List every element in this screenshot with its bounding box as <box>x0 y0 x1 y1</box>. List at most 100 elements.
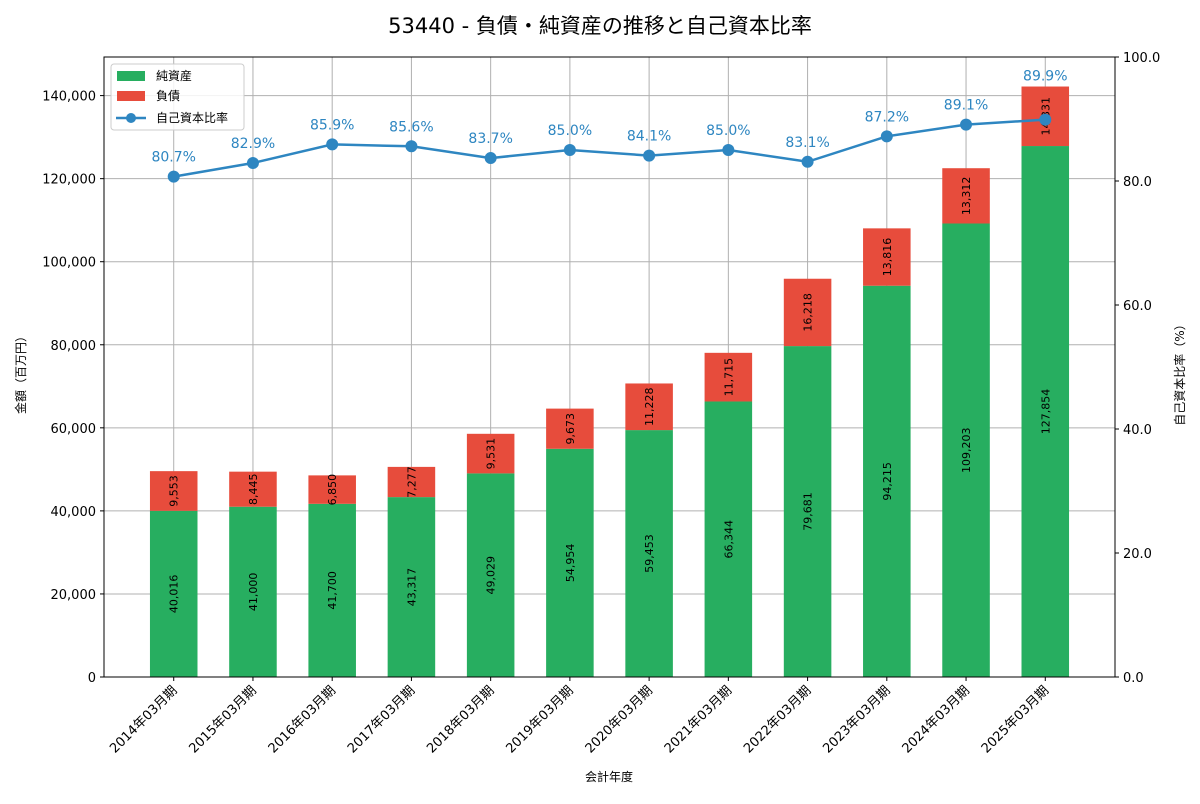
bar-label-liabilities: 7,277 <box>405 466 418 498</box>
plot-frame <box>103 56 1116 678</box>
bar-label-equity: 109,203 <box>960 427 973 473</box>
bar-liabilities <box>625 383 673 431</box>
legend-label-equity: 純資産 <box>156 68 192 83</box>
ratio-line <box>173 118 1046 178</box>
ratio-label: 85.6% <box>389 119 433 135</box>
bar-equity <box>625 430 673 677</box>
x-axis-label: 会計年度 <box>585 769 633 784</box>
y2-tick-label: 100.0 <box>1123 51 1160 66</box>
ratio-point <box>960 118 973 131</box>
bar-liabilities <box>783 278 832 347</box>
ratio-point <box>484 152 497 165</box>
bar-label-equity: 127,854 <box>1039 389 1052 435</box>
bar-label-equity: 66,344 <box>722 520 735 559</box>
ratio-point <box>167 170 180 183</box>
x-tick-label: 2014年03月期 <box>107 683 180 756</box>
y-tick-label: 140,000 <box>42 90 96 105</box>
ratio-label: 87.2% <box>865 109 909 125</box>
bar-liabilities <box>308 475 356 504</box>
ratio-label: 89.1% <box>944 98 988 114</box>
ratio-point <box>326 138 339 151</box>
y-tick-label: 80,000 <box>51 339 97 354</box>
y-tick-label: 0 <box>88 671 96 686</box>
bar-label-equity: 54,954 <box>564 544 577 583</box>
bar-liabilities <box>229 471 277 507</box>
ratio-label: 83.1% <box>785 135 829 151</box>
legend-label-ratio: 自己資本比率 <box>156 110 228 125</box>
ratio-point <box>563 144 576 156</box>
ratio-point <box>405 140 418 153</box>
legend-marker-ratio <box>126 113 136 123</box>
bar-liabilities <box>704 352 753 402</box>
y-tick-label: 120,000 <box>42 173 96 188</box>
bar-label-liabilities: 8,445 <box>247 473 260 505</box>
x-tick-label: 2019年03月期 <box>503 683 576 756</box>
y-axis-label: 金額（百万円） <box>13 330 28 414</box>
x-tick-label: 2018年03月期 <box>424 683 497 756</box>
ratio-label: 82.9% <box>231 136 275 152</box>
x-tick-label: 2017年03月期 <box>345 683 418 756</box>
bar-label-liabilities: 9,553 <box>168 475 181 507</box>
bar-equity <box>308 503 356 677</box>
bar-equity <box>704 401 753 677</box>
ratio-label: 85.0% <box>706 123 750 139</box>
bar-liabilities <box>942 168 990 224</box>
ratio-point <box>246 157 259 170</box>
bar-label-liabilities: 13,312 <box>960 177 973 216</box>
bar-label-liabilities: 9,673 <box>564 413 577 445</box>
ratio-label: 80.7% <box>151 150 195 166</box>
bar-label-equity: 79,681 <box>802 492 815 531</box>
ratio-label: 84.1% <box>627 129 671 145</box>
x-tick-label: 2021年03月期 <box>662 683 735 756</box>
bar-label-liabilities: 9,531 <box>485 438 498 470</box>
legend-swatch-liabilities <box>117 91 145 101</box>
bar-label-equity: 49,029 <box>485 556 498 595</box>
y2-tick-label: 40.0 <box>1123 423 1152 438</box>
x-tick-label: 2025年03月期 <box>979 683 1052 756</box>
bar-equity <box>387 497 436 677</box>
bar-equity <box>149 510 198 677</box>
bar-label-liabilities: 6,850 <box>326 474 339 506</box>
bar-label-equity: 40,016 <box>168 575 181 614</box>
bar-liabilities <box>546 408 594 449</box>
bar-liabilities <box>466 433 515 474</box>
y2-tick-label: 80.0 <box>1123 175 1152 190</box>
bar-equity <box>942 223 990 677</box>
bar-liabilities <box>149 471 198 511</box>
legend-label-liabilities: 負債 <box>156 88 180 103</box>
bar-label-equity: 59,453 <box>643 534 656 573</box>
x-tick-label: 2016年03月期 <box>266 683 339 756</box>
x-tick-label: 2020年03月期 <box>583 683 656 756</box>
ratio-point <box>880 130 893 143</box>
ratio-label: 83.7% <box>468 131 512 147</box>
bar-equity <box>783 346 832 677</box>
x-tick-label: 2023年03月期 <box>820 683 893 756</box>
bar-label-equity: 43,317 <box>405 568 418 607</box>
ratio-label: 85.0% <box>548 123 592 139</box>
bar-liabilities <box>863 228 911 286</box>
y2-tick-label: 60.0 <box>1123 299 1152 314</box>
ratio-label: 85.9% <box>310 117 354 133</box>
y-tick-label: 40,000 <box>51 505 97 520</box>
bar-label-liabilities: 16,218 <box>802 293 815 332</box>
bar-equity <box>546 448 594 677</box>
y-tick-label: 60,000 <box>51 422 97 437</box>
y-tick-label: 20,000 <box>51 588 97 603</box>
bar-label-equity: 41,700 <box>326 571 339 610</box>
ratio-point <box>722 144 735 156</box>
x-tick-label: 2015年03月期 <box>186 683 259 756</box>
bar-equity <box>1021 146 1070 678</box>
ratio-point <box>643 149 656 162</box>
bar-label-liabilities: 11,715 <box>722 358 735 397</box>
y2-tick-label: 0.0 <box>1123 671 1144 686</box>
y2-axis-label: 自己資本比率（%） <box>1172 318 1187 425</box>
bar-equity <box>229 506 277 677</box>
legend: 純資産 負債 自己資本比率 <box>110 63 245 131</box>
bar-label-liabilities: 11,228 <box>643 388 656 427</box>
bar-label-liabilities: 13,816 <box>881 238 894 277</box>
legend-swatch-equity <box>117 71 145 81</box>
bar-equity <box>863 285 911 677</box>
y2-tick-label: 20.0 <box>1123 547 1152 562</box>
chart-title: 53440 - 負債・純資産の推移と自己資本比率 <box>388 14 812 38</box>
